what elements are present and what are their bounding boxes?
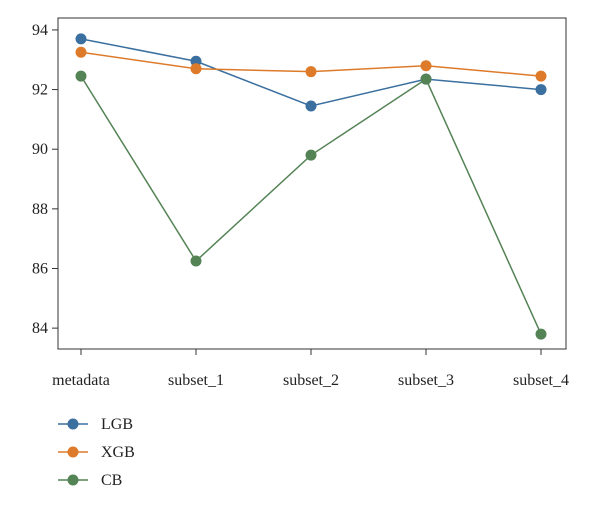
data-point bbox=[535, 84, 547, 96]
y-tick-label: 94 bbox=[32, 22, 48, 39]
x-tick-label: subset_4 bbox=[513, 372, 569, 389]
data-point bbox=[535, 328, 547, 340]
legend-label: CB bbox=[101, 472, 122, 489]
data-point bbox=[75, 70, 87, 82]
y-tick-label: 86 bbox=[32, 260, 48, 277]
x-tick-label: metadata bbox=[52, 372, 110, 389]
legend: LGB XGB CB bbox=[58, 416, 135, 489]
legend-marker bbox=[67, 446, 79, 458]
y-tick-label: 84 bbox=[32, 320, 48, 337]
axes: 84 86 88 90 92 94 metadata subset_1 subset_2 subs… bbox=[32, 17, 569, 389]
legend-label: LGB bbox=[101, 416, 133, 433]
x-tick-label: subset_2 bbox=[283, 372, 339, 389]
data-point bbox=[305, 100, 317, 112]
data-point bbox=[305, 66, 317, 78]
plot-frame bbox=[57, 17, 567, 350]
series-line bbox=[80, 75, 542, 335]
data-point bbox=[190, 255, 202, 267]
data-point bbox=[75, 46, 87, 58]
data-point bbox=[535, 70, 547, 82]
y-tick-label: 92 bbox=[32, 82, 48, 99]
x-tick-label: subset_3 bbox=[398, 372, 454, 389]
series-xgb bbox=[75, 46, 547, 82]
y-tick-label: 88 bbox=[32, 201, 48, 218]
data-point bbox=[305, 149, 317, 161]
legend-item: LGB bbox=[58, 416, 133, 433]
data-point bbox=[420, 60, 432, 72]
data-point bbox=[420, 73, 432, 85]
legend-item: XGB bbox=[58, 444, 135, 461]
legend-label: XGB bbox=[101, 444, 135, 461]
series-layer bbox=[75, 33, 547, 340]
series-cb bbox=[75, 70, 547, 340]
data-point bbox=[75, 33, 87, 45]
x-tick-label: subset_1 bbox=[168, 372, 224, 389]
legend-marker bbox=[67, 418, 79, 430]
data-point bbox=[190, 63, 202, 75]
y-tick-label: 90 bbox=[32, 141, 48, 158]
legend-marker bbox=[67, 474, 79, 486]
legend-item: CB bbox=[58, 472, 122, 489]
